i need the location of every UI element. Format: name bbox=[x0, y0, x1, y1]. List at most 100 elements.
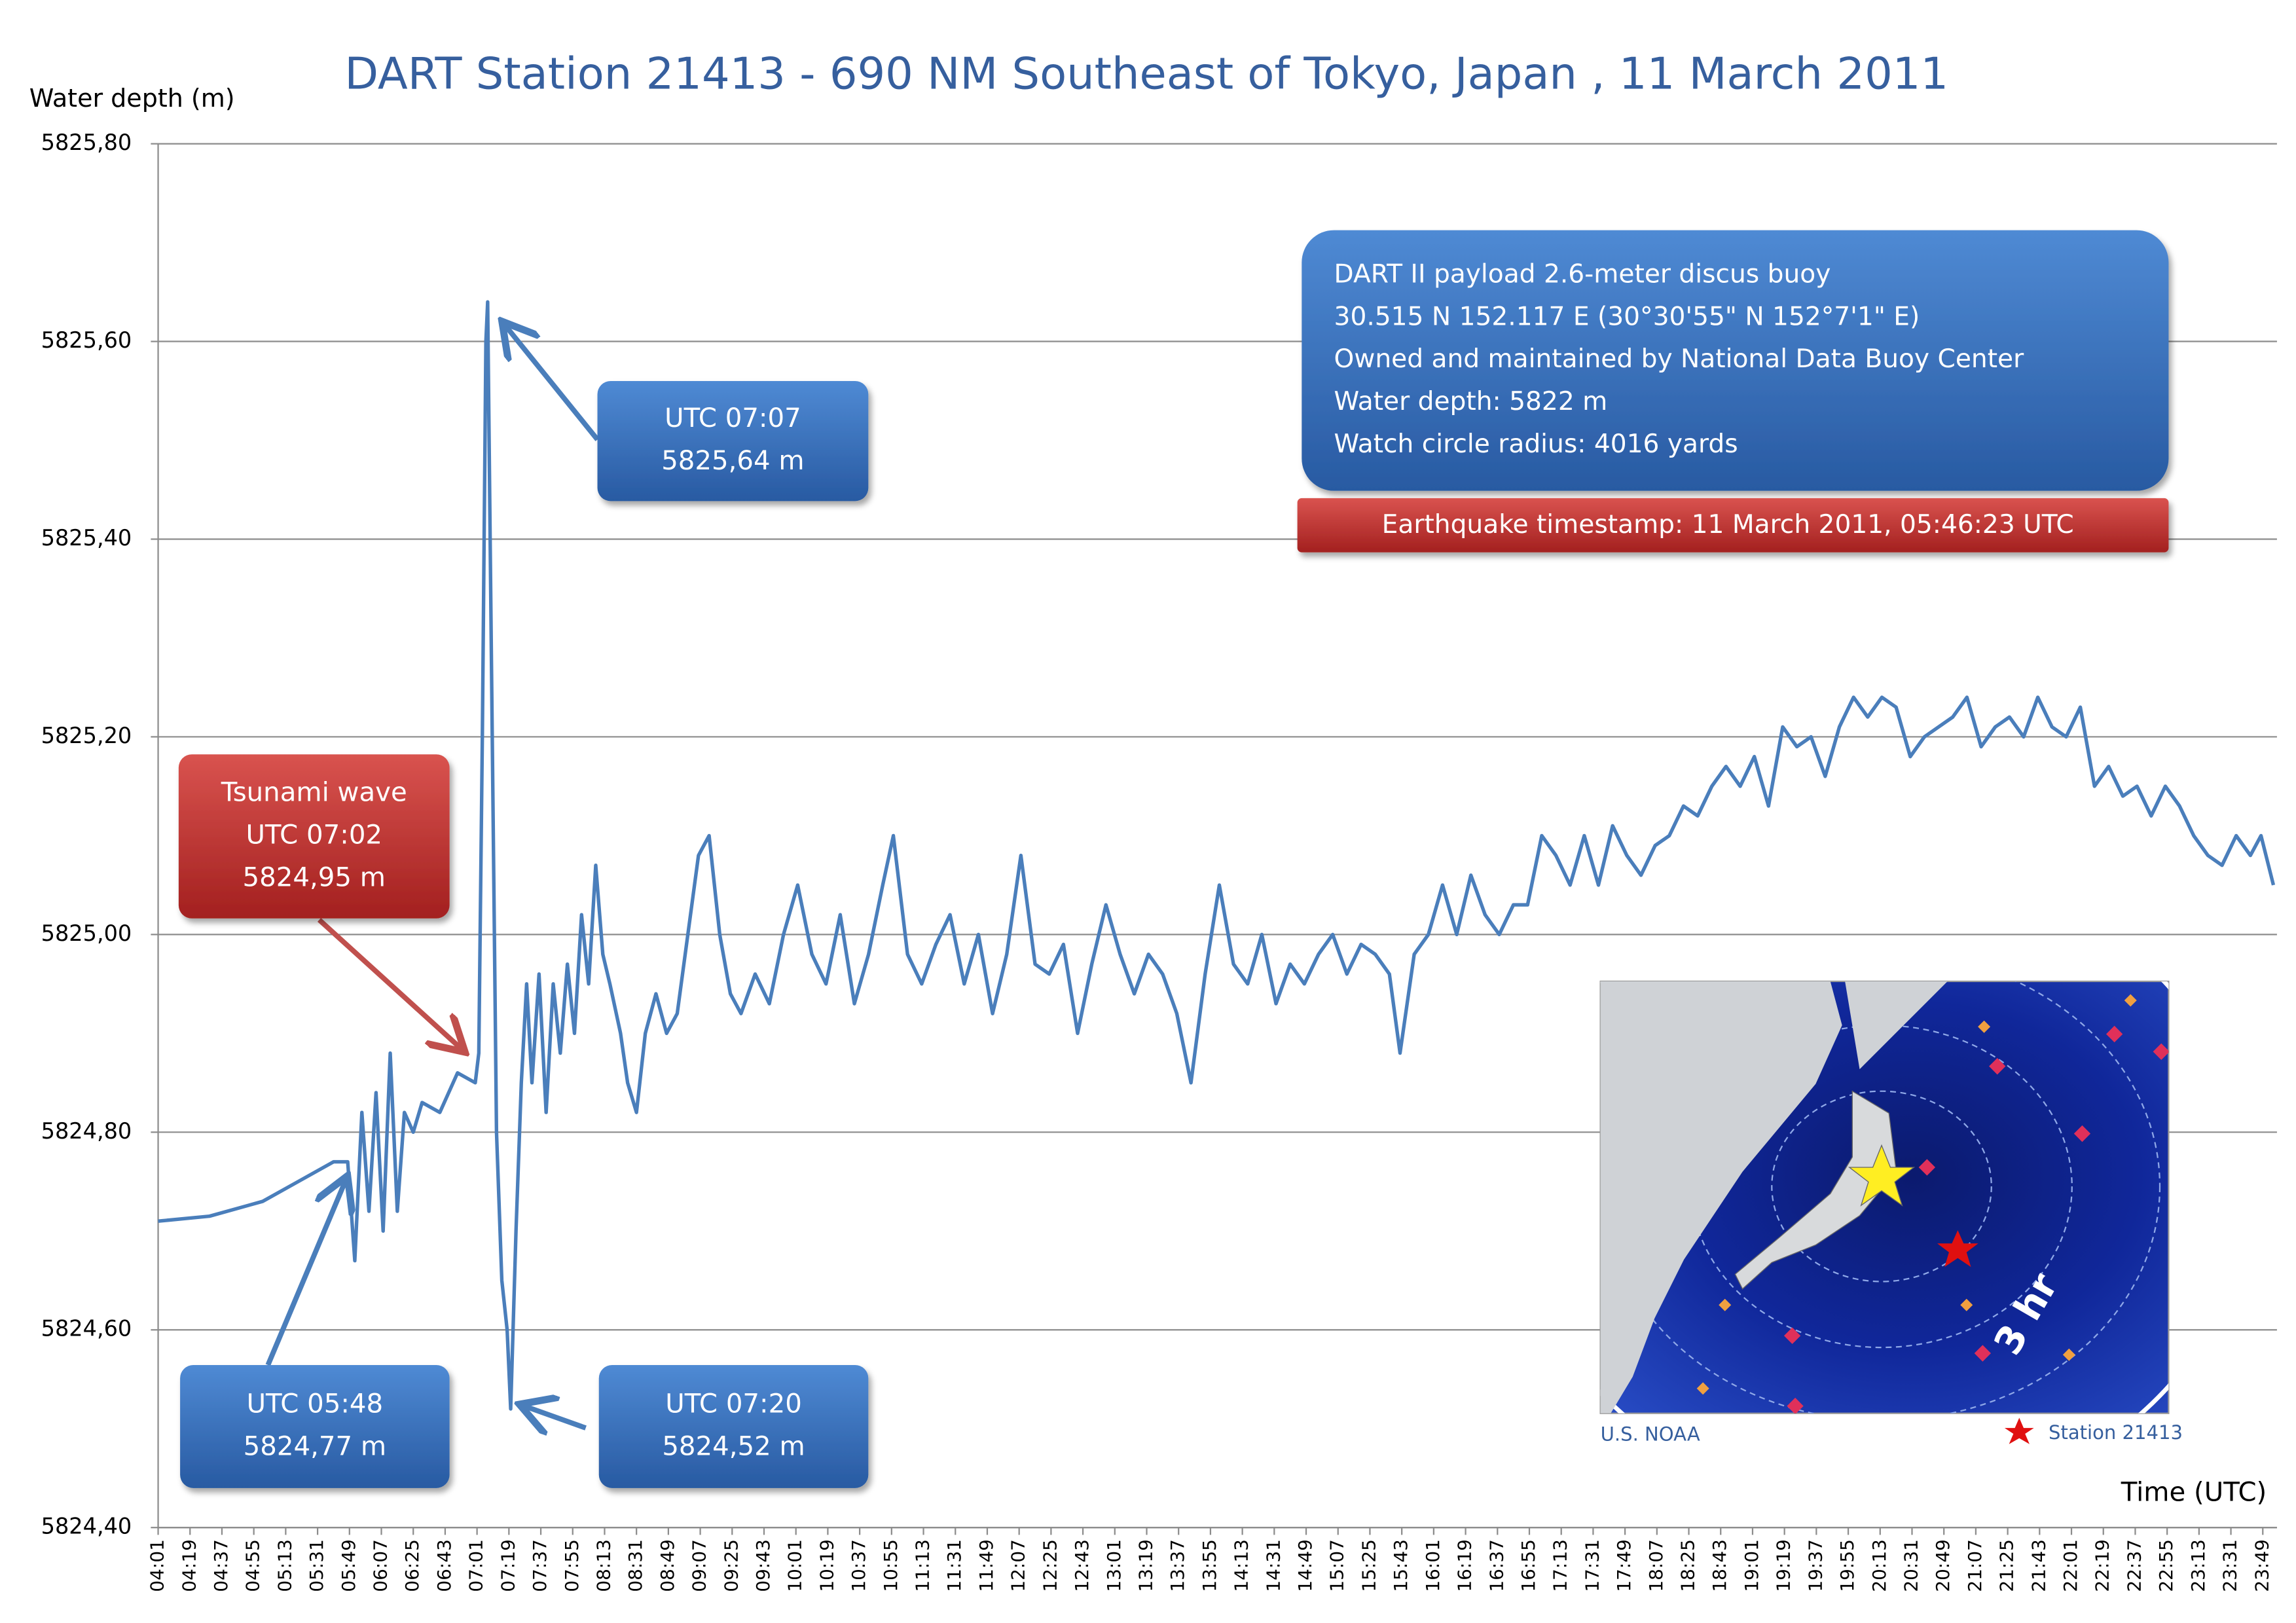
x-tick-label: 16:55 bbox=[1518, 1539, 1539, 1592]
x-tick-label: 16:01 bbox=[1422, 1539, 1444, 1592]
x-tick-label: 18:25 bbox=[1677, 1539, 1699, 1592]
callout-text: 5824,52 m bbox=[662, 1431, 805, 1461]
x-tick-label: 08:31 bbox=[625, 1539, 646, 1592]
y-tick-label: 5825,40 bbox=[41, 525, 132, 551]
x-tick-label: 06:07 bbox=[370, 1539, 392, 1592]
x-tick-label: 10:19 bbox=[816, 1539, 837, 1592]
x-tick-label: 19:19 bbox=[1773, 1539, 1795, 1592]
info-text: 30.515 N 152.117 E (30°30'55" N 152°7'1"… bbox=[1334, 302, 1920, 331]
x-tick-label: 17:31 bbox=[1581, 1539, 1603, 1592]
x-tick-label: 11:49 bbox=[975, 1539, 997, 1592]
callout-text: 5824,77 m bbox=[244, 1431, 386, 1461]
y-tick-label: 5825,60 bbox=[41, 327, 132, 353]
x-tick-label: 13:19 bbox=[1135, 1539, 1156, 1592]
callout-box bbox=[598, 1364, 869, 1488]
x-tick-label: 07:01 bbox=[465, 1539, 487, 1592]
x-tick-label: 12:25 bbox=[1039, 1539, 1061, 1592]
callout-box bbox=[180, 1364, 450, 1488]
info-box bbox=[1302, 230, 2169, 491]
x-axis-title: Time (UTC) bbox=[2121, 1478, 2267, 1508]
x-tick-label: 12:07 bbox=[1008, 1539, 1029, 1592]
x-tick-label: 08:13 bbox=[592, 1539, 614, 1592]
map-inset bbox=[1599, 980, 2170, 1444]
x-tick-label: 23:31 bbox=[2219, 1539, 2241, 1592]
x-tick-label: 13:37 bbox=[1167, 1539, 1188, 1592]
x-tick-label: 15:43 bbox=[1390, 1539, 1412, 1592]
x-tick-label: 20:31 bbox=[1900, 1539, 1922, 1592]
y-axis-title: Water depth (m) bbox=[29, 84, 235, 113]
x-tick-label: 05:13 bbox=[274, 1539, 295, 1592]
x-tick-label: 21:25 bbox=[1996, 1539, 2018, 1592]
x-tick-label: 14:49 bbox=[1294, 1539, 1316, 1592]
earthquake-bar bbox=[1297, 498, 2169, 553]
x-tick-label: 23:13 bbox=[2187, 1539, 2209, 1592]
x-tick-label: 22:55 bbox=[2155, 1539, 2177, 1592]
info-text: Watch circle radius: 4016 yards bbox=[1334, 429, 1738, 459]
callout-arrow bbox=[505, 325, 600, 441]
x-tick-label: 11:13 bbox=[912, 1539, 934, 1592]
x-tick-label: 07:19 bbox=[497, 1539, 519, 1592]
x-tick-label: 04:19 bbox=[178, 1539, 200, 1592]
x-tick-label: 19:37 bbox=[1804, 1539, 1826, 1592]
x-tick-label: 05:49 bbox=[338, 1539, 359, 1592]
callout-text: UTC 07:02 bbox=[246, 820, 382, 850]
x-tick-label: 21:43 bbox=[2028, 1539, 2049, 1592]
x-tick-label: 18:43 bbox=[1709, 1539, 1730, 1592]
x-tick-label: 09:43 bbox=[752, 1539, 774, 1592]
callout-text: UTC 07:07 bbox=[665, 403, 801, 433]
x-tick-label: 06:25 bbox=[401, 1539, 423, 1592]
callout-text: 5824,95 m bbox=[243, 862, 386, 892]
x-tick-label: 20:49 bbox=[1932, 1539, 1954, 1592]
y-tick-label: 5824,60 bbox=[41, 1316, 132, 1341]
x-tick-label: 10:55 bbox=[880, 1539, 902, 1592]
callout-arrow bbox=[317, 918, 462, 1049]
callout-arrow bbox=[265, 1180, 346, 1366]
x-tick-label: 07:55 bbox=[561, 1539, 583, 1592]
y-tick-label: 5824,40 bbox=[41, 1514, 132, 1539]
x-tick-label: 22:19 bbox=[2092, 1539, 2113, 1592]
x-tick-label: 10:37 bbox=[848, 1539, 869, 1592]
callout-text: 5825,64 m bbox=[661, 446, 804, 476]
callout-box bbox=[178, 754, 450, 919]
x-tick-label: 16:37 bbox=[1485, 1539, 1507, 1592]
y-tick-label: 5824,80 bbox=[41, 1118, 132, 1144]
x-tick-label: 07:37 bbox=[529, 1539, 551, 1592]
info-text: Owned and maintained by National Data Bu… bbox=[1334, 344, 2025, 374]
chart-title: DART Station 21413 - 690 NM Southeast of… bbox=[344, 48, 1948, 99]
x-tick-label: 15:07 bbox=[1326, 1539, 1348, 1592]
x-tick-label: 13:55 bbox=[1199, 1539, 1220, 1592]
x-tick-label: 12:43 bbox=[1071, 1539, 1093, 1592]
x-tick-label: 22:37 bbox=[2123, 1539, 2145, 1592]
x-tick-label: 19:01 bbox=[1741, 1539, 1762, 1592]
x-tick-label: 15:25 bbox=[1358, 1539, 1379, 1592]
x-tick-label: 04:01 bbox=[147, 1539, 168, 1592]
map-source: U.S. NOAA bbox=[1601, 1423, 1700, 1445]
y-tick-label: 5825,00 bbox=[41, 921, 132, 946]
x-tick-label: 08:49 bbox=[657, 1539, 678, 1592]
callout-text: UTC 07:20 bbox=[665, 1389, 802, 1419]
info-text: Water depth: 5822 m bbox=[1334, 387, 1608, 416]
x-tick-label: 18:07 bbox=[1645, 1539, 1667, 1592]
x-tick-label: 17:49 bbox=[1613, 1539, 1635, 1592]
x-tick-label: 11:31 bbox=[943, 1539, 965, 1592]
callout-box bbox=[597, 380, 869, 501]
y-tick-label: 5825,20 bbox=[41, 723, 132, 748]
info-text: DART II payload 2.6-meter discus buoy bbox=[1334, 259, 1831, 289]
x-tick-label: 19:55 bbox=[1836, 1539, 1858, 1592]
x-tick-label: 22:01 bbox=[2060, 1539, 2081, 1592]
x-tick-label: 17:13 bbox=[1550, 1539, 1571, 1592]
x-tick-label: 09:25 bbox=[720, 1539, 742, 1592]
x-tick-label: 20:13 bbox=[1868, 1539, 1890, 1592]
x-tick-label: 21:07 bbox=[1964, 1539, 1986, 1592]
callout-arrow bbox=[524, 1406, 587, 1429]
x-tick-label: 10:01 bbox=[784, 1539, 806, 1592]
callout-text: Tsunami wave bbox=[221, 778, 407, 808]
x-tick-label: 05:31 bbox=[306, 1539, 327, 1592]
x-tick-label: 06:43 bbox=[433, 1539, 455, 1592]
x-tick-label: 04:37 bbox=[210, 1539, 232, 1592]
x-tick-label: 04:55 bbox=[242, 1539, 264, 1592]
callout-text: UTC 05:48 bbox=[247, 1389, 384, 1419]
y-tick-label: 5825,80 bbox=[41, 130, 132, 155]
